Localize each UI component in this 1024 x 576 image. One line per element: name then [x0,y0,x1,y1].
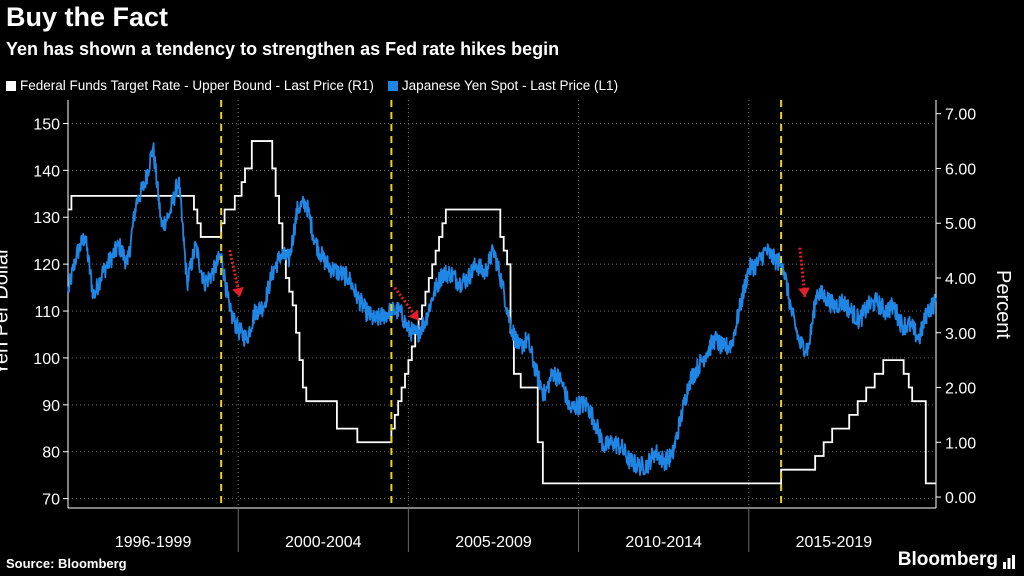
right-tick-label: 5.00 [945,216,976,233]
legend-item-fed: Federal Funds Target Rate - Upper Bound … [6,78,374,93]
x-tick-label: 2000-2004 [285,534,362,551]
left-tick-label: 120 [33,257,60,274]
yen-spot-line [67,142,937,477]
left-axis-label: Yen Per Dollar [0,247,13,376]
legend-item-yen: Japanese Yen Spot - Last Price (L1) [387,78,619,93]
x-tick-label: 2015-2019 [796,534,873,551]
left-tick-label: 140 [33,163,60,180]
red-arrow-head [232,286,244,297]
right-tick-label: 4.00 [945,271,976,288]
x-tick-label: 1996-1999 [115,534,192,551]
right-axis-label: Percent [991,270,1014,339]
left-tick-label: 70 [42,492,60,509]
left-tick-label: 100 [33,351,60,368]
right-tick-label: 2.00 [945,381,976,398]
right-tick-label: 3.00 [945,326,976,343]
chart-subtitle: Yen has shown a tendency to strengthen a… [6,39,560,59]
chart-title: Buy the Fact [6,2,169,32]
legend-label-fed: Federal Funds Target Rate - Upper Bound … [20,78,374,93]
source-note: Source: Bloomberg [6,556,127,571]
left-tick-label: 80 [42,445,60,462]
red-arrow-head [798,287,810,297]
right-tick-label: 7.00 [945,107,976,124]
brand-logo: Bloomberg [898,549,1016,571]
red-arrow-head [408,309,419,321]
legend-label-yen: Japanese Yen Spot - Last Price (L1) [401,78,619,93]
left-tick-label: 90 [42,398,60,415]
right-tick-label: 1.00 [945,435,976,452]
left-tick-label: 110 [34,304,60,321]
brand-name: Bloomberg [897,549,998,570]
x-tick-label: 2010-2014 [625,534,702,551]
bar-chart-icon [1002,553,1016,569]
x-tick-label: 2005-2009 [455,534,532,551]
left-tick-label: 150 [33,116,60,133]
fed-funds-rate-line [68,140,936,485]
right-tick-label: 6.00 [945,161,976,178]
left-tick-label: 130 [33,210,60,227]
legend-swatch-fed [6,80,16,91]
chart-legend: Federal Funds Target Rate - Upper Bound … [6,78,632,93]
legend-swatch-yen [387,80,398,91]
right-tick-label: 0.00 [945,490,976,507]
